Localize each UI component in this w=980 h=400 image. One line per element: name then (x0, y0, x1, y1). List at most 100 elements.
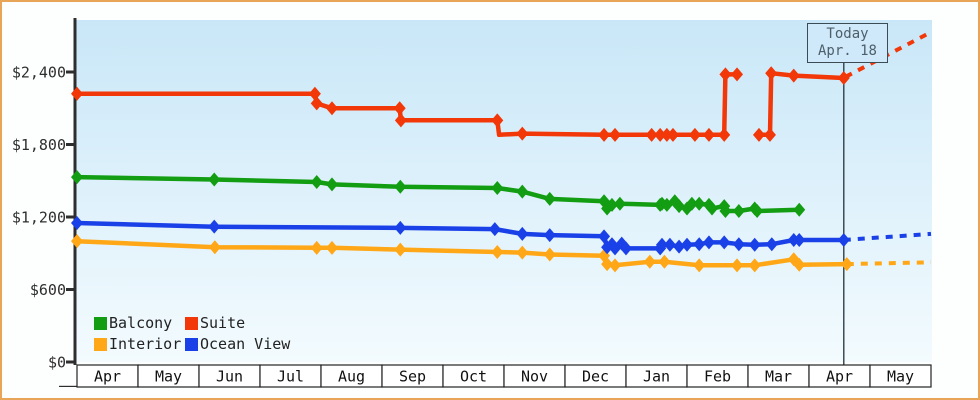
data-point-marker-suite[interactable] (308, 86, 321, 101)
data-point-marker-interior[interactable] (643, 254, 656, 269)
data-point-marker-suite[interactable] (787, 68, 800, 83)
data-point-marker-ocean-view[interactable] (793, 232, 806, 247)
today-line (843, 60, 845, 365)
data-point-marker-balcony[interactable] (751, 203, 764, 218)
data-point-marker-interior[interactable] (394, 242, 407, 257)
data-point-marker-ocean-view[interactable] (488, 222, 501, 237)
month-label: Jul (277, 368, 304, 386)
data-point-marker-suite[interactable] (702, 127, 715, 142)
data-point-marker-suite[interactable] (598, 127, 611, 142)
data-point-marker-ocean-view[interactable] (765, 237, 778, 252)
data-point-marker-ocean-view[interactable] (394, 220, 407, 235)
data-point-marker-interior[interactable] (748, 258, 761, 273)
data-point-marker-balcony[interactable] (208, 172, 221, 187)
data-point-marker-ocean-view[interactable] (718, 235, 731, 250)
month-label: Apr (94, 368, 121, 386)
legend-item-balcony[interactable]: Balcony (94, 314, 185, 332)
data-point-marker-balcony[interactable] (685, 196, 698, 211)
data-point-marker-suite[interactable] (666, 127, 679, 142)
data-point-marker-balcony[interactable] (605, 197, 618, 212)
data-point-marker-interior[interactable] (516, 245, 529, 260)
data-point-marker-balcony[interactable] (491, 181, 504, 196)
data-point-marker-interior[interactable] (609, 258, 622, 273)
data-point-marker-ocean-view[interactable] (71, 216, 83, 231)
data-point-marker-balcony[interactable] (732, 203, 745, 218)
data-point-marker-suite[interactable] (393, 101, 406, 116)
data-point-marker-suite[interactable] (310, 96, 323, 111)
data-point-marker-interior[interactable] (731, 258, 744, 273)
y-axis-label: $1,200 (12, 209, 66, 227)
data-point-marker-suite[interactable] (654, 127, 667, 142)
data-point-marker-interior[interactable] (208, 240, 221, 255)
data-point-marker-suite[interactable] (765, 66, 778, 81)
data-point-marker-suite[interactable] (71, 86, 83, 101)
ocean-view-swatch-icon (185, 337, 198, 351)
data-point-marker-ocean-view[interactable] (673, 239, 686, 254)
data-point-marker-suite[interactable] (516, 126, 529, 141)
data-point-marker-suite[interactable] (837, 71, 850, 86)
data-point-marker-suite[interactable] (752, 127, 765, 142)
data-point-marker-suite[interactable] (394, 113, 407, 128)
balcony-swatch-icon (94, 316, 107, 330)
data-point-marker-balcony[interactable] (543, 191, 556, 206)
data-point-marker-suite[interactable] (688, 127, 701, 142)
data-point-marker-balcony[interactable] (793, 202, 806, 217)
data-point-marker-suite[interactable] (731, 67, 744, 82)
data-point-marker-ocean-view[interactable] (748, 237, 761, 252)
data-point-marker-suite[interactable] (660, 127, 673, 142)
month-label: Jan (643, 368, 670, 386)
data-point-marker-ocean-view[interactable] (837, 232, 850, 247)
legend-item-suite[interactable]: Suite (185, 314, 290, 332)
data-point-marker-suite[interactable] (718, 127, 731, 142)
data-point-marker-balcony[interactable] (394, 179, 407, 194)
data-point-marker-suite[interactable] (645, 127, 658, 142)
data-point-marker-ocean-view[interactable] (732, 237, 745, 252)
data-point-marker-ocean-view[interactable] (543, 228, 556, 243)
data-point-marker-ocean-view[interactable] (598, 229, 611, 244)
month-label: Dec (582, 368, 609, 386)
data-point-marker-ocean-view[interactable] (655, 237, 668, 252)
legend-label-interior: Interior (109, 335, 182, 353)
data-point-marker-suite[interactable] (491, 113, 504, 128)
y-axis-line (73, 18, 77, 365)
data-point-marker-balcony[interactable] (719, 203, 732, 218)
y-axis-tick (66, 360, 75, 364)
data-point-marker-balcony[interactable] (706, 201, 719, 216)
legend-row: Interior Ocean View (94, 335, 290, 353)
data-point-marker-ocean-view[interactable] (702, 235, 715, 250)
data-point-marker-interior[interactable] (693, 258, 706, 273)
legend-item-ocean-view[interactable]: Ocean View (185, 335, 290, 353)
data-point-marker-interior[interactable] (658, 254, 671, 269)
legend: Balcony Suite Interior Ocean View (94, 314, 290, 353)
data-point-marker-ocean-view[interactable] (681, 237, 693, 252)
data-point-marker-balcony[interactable] (310, 174, 323, 189)
data-point-marker-ocean-view[interactable] (208, 219, 221, 234)
data-point-marker-suite[interactable] (609, 127, 622, 142)
data-point-marker-interior[interactable] (71, 234, 83, 249)
data-point-marker-balcony[interactable] (613, 196, 626, 211)
data-point-marker-interior[interactable] (793, 257, 806, 272)
series-projection-interior (846, 260, 932, 267)
data-point-marker-balcony[interactable] (71, 170, 83, 185)
data-point-marker-balcony[interactable] (325, 177, 338, 192)
series-projection-ocean-view (843, 231, 932, 242)
data-point-marker-balcony[interactable] (693, 196, 706, 211)
data-point-marker-balcony[interactable] (516, 184, 529, 199)
data-point-marker-interior[interactable] (491, 245, 504, 260)
data-point-marker-ocean-view[interactable] (516, 226, 529, 241)
data-point-marker-interior[interactable] (325, 240, 338, 255)
month-label: Oct (460, 368, 487, 386)
data-point-marker-suite[interactable] (719, 67, 732, 82)
today-date: Apr. 18 (817, 43, 877, 59)
data-point-marker-suite[interactable] (763, 127, 776, 142)
data-point-marker-interior[interactable] (601, 257, 614, 272)
data-point-marker-suite[interactable] (325, 101, 338, 116)
data-point-marker-interior[interactable] (310, 240, 323, 255)
data-point-marker-interior[interactable] (840, 257, 853, 272)
data-point-marker-ocean-view[interactable] (693, 237, 706, 252)
data-point-marker-ocean-view[interactable] (620, 241, 632, 256)
data-point-marker-ocean-view[interactable] (663, 237, 676, 252)
legend-item-interior[interactable]: Interior (94, 335, 185, 353)
data-point-marker-interior[interactable] (543, 247, 556, 262)
month-cell (869, 364, 932, 388)
